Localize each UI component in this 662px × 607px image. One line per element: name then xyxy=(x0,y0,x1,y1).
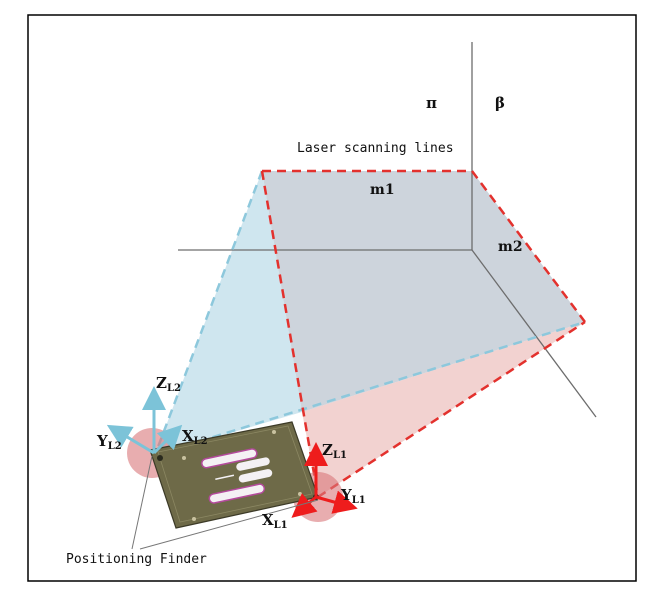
blue-laser-line-bottom xyxy=(154,320,586,457)
diagonal-axis xyxy=(471,249,597,418)
label-laser-scanning-lines: Laser scanning lines xyxy=(297,141,454,156)
label-pi: π xyxy=(426,94,437,112)
red-laser-line-lower xyxy=(317,320,586,499)
red-laser-line-right xyxy=(470,170,587,323)
label-m1: m1 xyxy=(370,182,395,198)
axis-y-l2 xyxy=(106,424,155,455)
label-y-l2: YL2 xyxy=(96,432,122,452)
blue-laser-line-left xyxy=(153,170,264,456)
label-z-l2: ZL2 xyxy=(156,374,181,394)
left-blue-plane xyxy=(155,171,302,455)
finder-pointer-l1 xyxy=(139,499,319,550)
label-z-l1: ZL1 xyxy=(322,441,347,461)
axis-x-l1 xyxy=(291,493,318,518)
axis-x-l2 xyxy=(152,424,183,455)
label-m2: m2 xyxy=(498,239,523,255)
label-x-l2: XL2 xyxy=(182,427,208,447)
label-y-l1: YL1 xyxy=(340,486,366,506)
gray-plane-m1 xyxy=(262,171,585,412)
label-positioning-finder: Positioning Finder xyxy=(66,552,207,567)
pink-plane xyxy=(302,322,585,497)
finder-pointer-l2 xyxy=(131,455,153,550)
axis-y-l1 xyxy=(315,490,358,514)
label-beta: β xyxy=(495,94,505,112)
label-x-l1: XL1 xyxy=(262,511,288,531)
